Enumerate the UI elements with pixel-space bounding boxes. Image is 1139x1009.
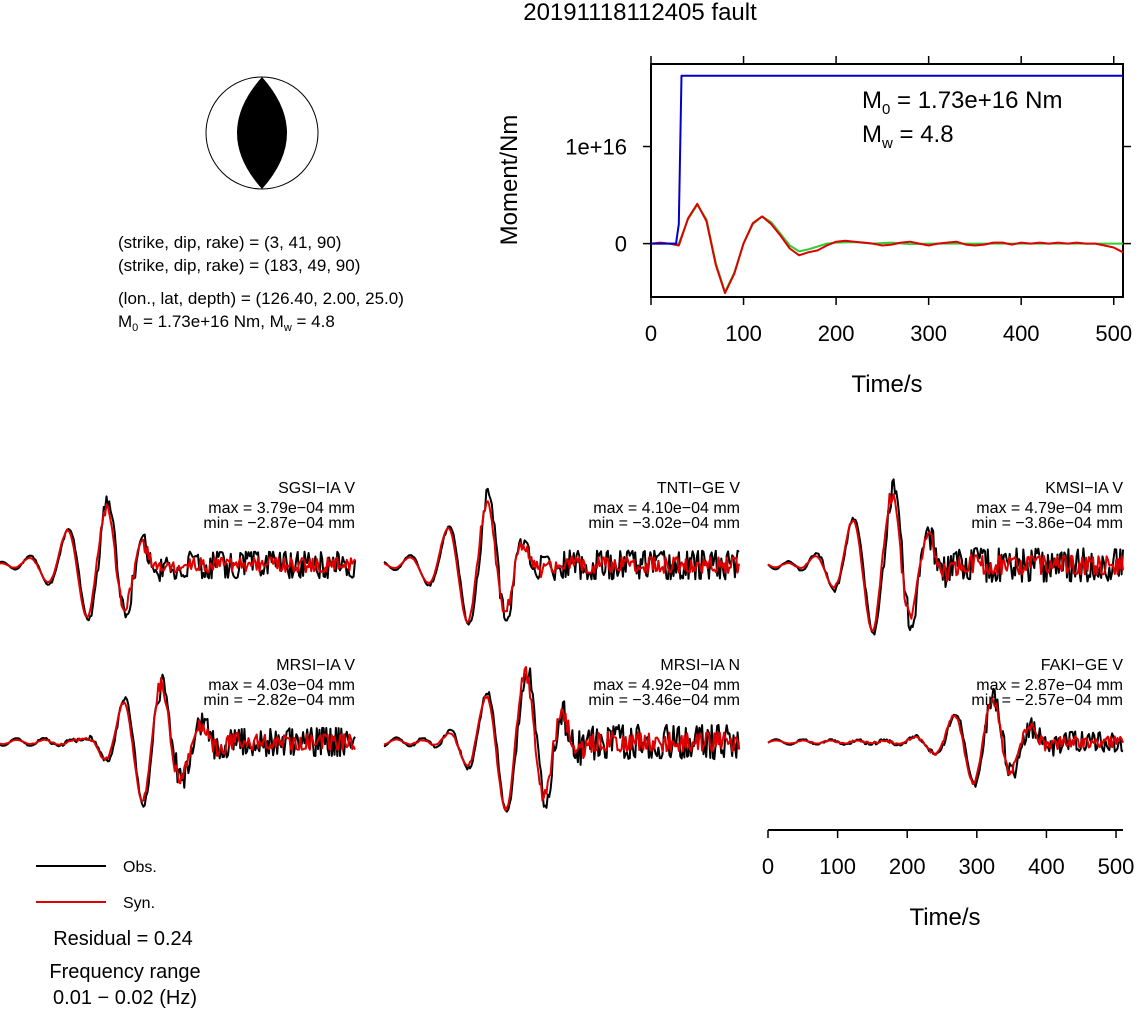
station-name: MRSI−IA N <box>660 657 740 674</box>
station-max: max = 3.79e−04 mm <box>208 500 355 517</box>
frequency-range-value: 0.01 − 0.02 (Hz) <box>53 987 197 1009</box>
station-min: min = −2.57e−04 mm <box>971 692 1123 709</box>
info-magnitude: M0 = 1.73e+16 Nm, Mw = 4.8 <box>118 312 335 334</box>
moment-xtick-label: 500 <box>1095 321 1132 346</box>
waveform-xlabel: Time/s <box>909 904 980 931</box>
moment-xtick-label: 0 <box>645 321 657 346</box>
info-nodal-plane-2: (strike, dip, rake) = (183, 49, 90) <box>118 256 360 275</box>
info-location: (lon., lat, depth) = (126.40, 2.00, 25.0… <box>118 289 404 308</box>
moment-xlabel: Time/s <box>851 371 922 398</box>
moment-lines <box>650 74 1124 295</box>
waveform-xtick-label: 0 <box>762 854 774 879</box>
legend-syn-label: Syn. <box>123 895 155 912</box>
waveform-xtick-label: 100 <box>819 854 856 879</box>
station-min: min = −3.02e−04 mm <box>588 515 740 532</box>
station-name: MRSI−IA V <box>276 657 355 674</box>
station-name: FAKI−GE V <box>1041 657 1124 674</box>
waveform-syn-trace <box>767 696 1124 786</box>
moment-rate-syn-line <box>650 202 1124 295</box>
figure-title: 20191118112405 fault <box>523 0 757 26</box>
moment-cumulative-line <box>651 74 1123 245</box>
moment-ticks: 0 100 200 300 400 500 0 1e+16 <box>565 56 1132 346</box>
station-max: max = 4.10e−04 mm <box>593 500 740 517</box>
moment-xtick-label: 400 <box>1003 321 1040 346</box>
frequency-range-label: Frequency range <box>49 961 200 983</box>
waveform-xtick-label: 400 <box>1028 854 1065 879</box>
beachball-compressional-lobe <box>237 77 287 189</box>
station-name: KMSI−IA V <box>1045 480 1123 497</box>
station-min: min = −3.46e−04 mm <box>588 692 740 709</box>
moment-ytick-label: 1e+16 <box>565 135 627 160</box>
beachball <box>205 76 319 190</box>
station-name: TNTI−GE V <box>657 480 740 497</box>
moment-ylabel: Moment/Nm <box>496 115 523 246</box>
moment-ytick-label: 0 <box>615 232 627 257</box>
moment-xtick-label: 300 <box>910 321 947 346</box>
waveform-syn-trace <box>383 500 740 624</box>
station-min: min = −3.86e−04 mm <box>971 515 1123 532</box>
moment-annotation-m0: M0 = 1.73e+16 Nm <box>862 87 1062 118</box>
info-nodal-plane-1: (strike, dip, rake) = (3, 41, 90) <box>118 233 341 252</box>
moment-annotation-mw: Mw = 4.8 <box>862 121 954 152</box>
waveform-xtick-label: 300 <box>958 854 995 879</box>
residual-text: Residual = 0.24 <box>53 928 193 950</box>
legend-obs-label: Obs. <box>123 859 157 876</box>
station-min: min = −2.82e−04 mm <box>203 692 355 709</box>
station-max: max = 4.03e−04 mm <box>208 677 355 694</box>
moment-rate-obs-line <box>651 203 1123 294</box>
source-info: (strike, dip, rake) = (3, 41, 90) (strik… <box>118 233 404 334</box>
moment-xtick-label: 200 <box>818 321 855 346</box>
moment-xtick-label: 100 <box>725 321 762 346</box>
waveform-time-axis: Time/s 0 100 200 300 400 500 <box>762 829 1135 931</box>
station-max: max = 4.92e−04 mm <box>593 677 740 694</box>
station-max: max = 2.87e−04 mm <box>976 677 1123 694</box>
waveform-syn-trace <box>0 676 356 802</box>
station-name: SGSI−IA V <box>278 480 355 497</box>
station-min: min = −2.87e−04 mm <box>203 515 355 532</box>
station-max: max = 4.79e−04 mm <box>976 500 1123 517</box>
waveform-xtick-label: 500 <box>1098 854 1135 879</box>
waveform-syn-trace <box>0 503 356 618</box>
waveform-syn-trace <box>383 666 740 812</box>
moment-plot-frame <box>650 63 1124 298</box>
waveform-syn-trace <box>767 492 1124 632</box>
waveform-xtick-label: 200 <box>889 854 926 879</box>
legend: Obs. Syn. <box>36 859 157 912</box>
